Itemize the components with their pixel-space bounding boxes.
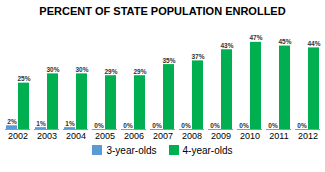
svg-text:45%: 45% [278, 38, 291, 45]
svg-text:0%: 0% [123, 122, 133, 129]
svg-text:2007: 2007 [153, 131, 173, 141]
svg-text:2003: 2003 [37, 131, 57, 141]
svg-text:2012: 2012 [298, 131, 318, 141]
svg-text:35%: 35% [162, 57, 175, 64]
svg-text:0%: 0% [94, 122, 104, 129]
svg-text:2010: 2010 [240, 131, 260, 141]
svg-text:29%: 29% [133, 68, 146, 75]
svg-text:2004: 2004 [66, 131, 86, 141]
svg-text:2005: 2005 [95, 131, 115, 141]
svg-text:25%: 25% [17, 75, 30, 82]
svg-text:2011: 2011 [269, 131, 288, 141]
svg-text:29%: 29% [104, 68, 117, 75]
svg-text:2009: 2009 [211, 131, 231, 141]
svg-text:0%: 0% [210, 122, 220, 129]
svg-text:43%: 43% [220, 42, 233, 49]
svg-text:2%: 2% [7, 118, 17, 125]
html-text:4-year-olds: 4-year-olds [182, 145, 233, 156]
svg-text:0%: 0% [239, 122, 249, 129]
html-text:PERCENT OF STATE POPULATION EN: PERCENT OF STATE POPULATION ENROLLED [39, 5, 286, 17]
svg-text:37%: 37% [191, 53, 204, 60]
svg-text:44%: 44% [307, 40, 320, 47]
svg-text:1%: 1% [65, 120, 75, 127]
svg-text:1%: 1% [36, 120, 46, 127]
svg-text:2002: 2002 [8, 131, 28, 141]
svg-text:2008: 2008 [182, 131, 202, 141]
svg-text:2006: 2006 [124, 131, 144, 141]
svg-text:0%: 0% [268, 122, 278, 129]
svg-text:30%: 30% [75, 66, 88, 73]
svg-text:47%: 47% [249, 34, 262, 41]
svg-text:0%: 0% [297, 122, 307, 129]
svg-text:30%: 30% [46, 66, 59, 73]
svg-text:0%: 0% [152, 122, 162, 129]
svg-text:0%: 0% [181, 122, 191, 129]
html-text:3-year-olds: 3-year-olds [106, 145, 157, 156]
